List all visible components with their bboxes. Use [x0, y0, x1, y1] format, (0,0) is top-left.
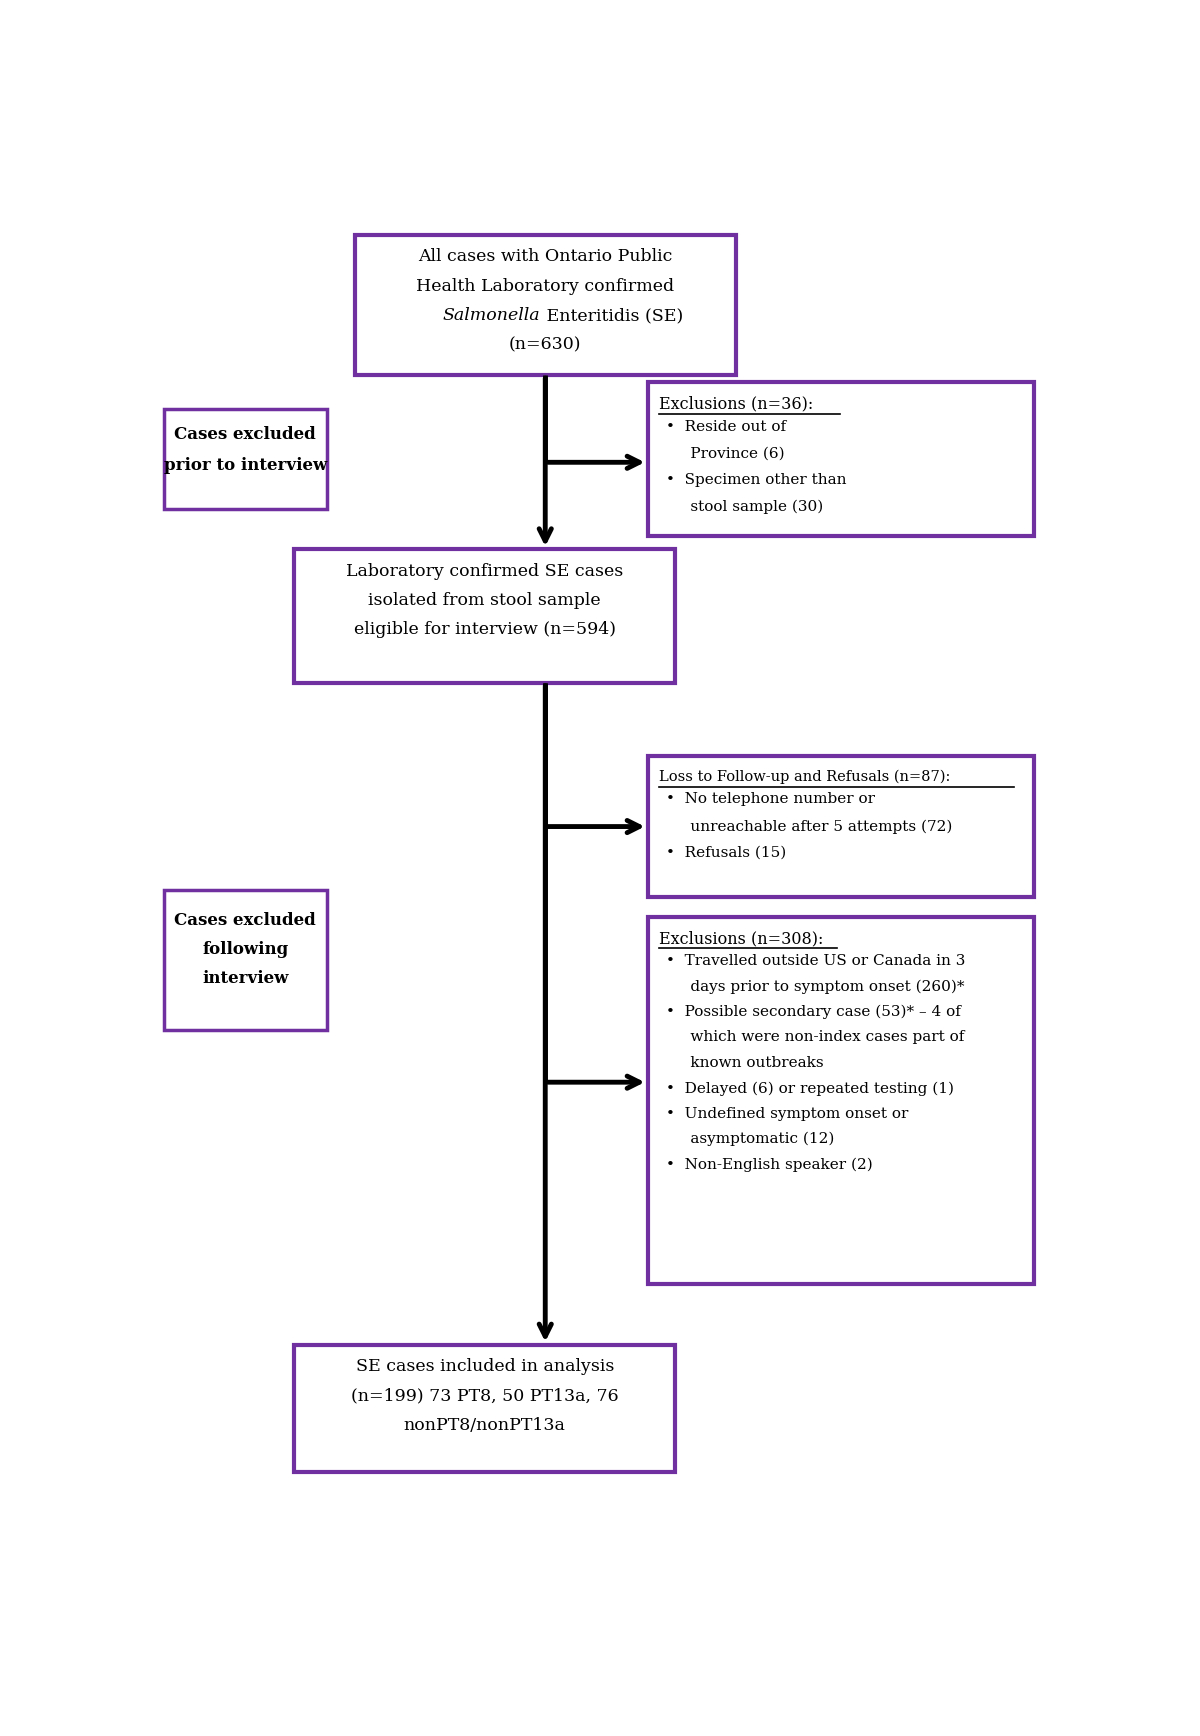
Text: (n=630): (n=630)	[509, 337, 582, 354]
Text: Cases excluded: Cases excluded	[174, 427, 317, 443]
Text: prior to interview: prior to interview	[163, 457, 326, 474]
Text: known outbreaks: known outbreaks	[666, 1055, 823, 1069]
FancyBboxPatch shape	[294, 1344, 676, 1472]
Text: Salmonella: Salmonella	[443, 307, 540, 325]
FancyBboxPatch shape	[648, 917, 1033, 1285]
Text: (n=199) 73 PT8, 50 PT13a, 76: (n=199) 73 PT8, 50 PT13a, 76	[350, 1387, 619, 1404]
Text: isolated from stool sample: isolated from stool sample	[368, 592, 601, 609]
Text: All cases with Ontario Public: All cases with Ontario Public	[418, 248, 672, 266]
Text: Laboratory confirmed SE cases: Laboratory confirmed SE cases	[346, 562, 624, 580]
Text: nonPT8/nonPT13a: nonPT8/nonPT13a	[404, 1417, 565, 1434]
Text: asymptomatic (12): asymptomatic (12)	[666, 1132, 834, 1146]
Text: •  Possible secondary case (53)* – 4 of: • Possible secondary case (53)* – 4 of	[666, 1005, 961, 1019]
Text: Enteritidis (SE): Enteritidis (SE)	[540, 307, 683, 325]
Text: •  Delayed (6) or repeated testing (1): • Delayed (6) or repeated testing (1)	[666, 1082, 954, 1095]
Text: •  Non-English speaker (2): • Non-English speaker (2)	[666, 1158, 872, 1172]
Text: •  Travelled outside US or Canada in 3: • Travelled outside US or Canada in 3	[666, 955, 966, 969]
FancyBboxPatch shape	[164, 408, 326, 509]
Text: Exclusions (n=308):: Exclusions (n=308):	[659, 930, 823, 948]
Text: Province (6): Province (6)	[666, 446, 785, 460]
Text: •  Refusals (15): • Refusals (15)	[666, 845, 786, 859]
Text: Loss to Follow-up and Refusals (n=87):: Loss to Follow-up and Refusals (n=87):	[659, 769, 950, 785]
Text: days prior to symptom onset (260)*: days prior to symptom onset (260)*	[666, 979, 965, 995]
Text: SE cases included in analysis: SE cases included in analysis	[355, 1358, 614, 1375]
FancyBboxPatch shape	[164, 891, 326, 1031]
Text: interview: interview	[202, 970, 288, 988]
FancyBboxPatch shape	[648, 757, 1033, 898]
Text: Cases excluded: Cases excluded	[174, 911, 317, 929]
Text: Exclusions (n=36):: Exclusions (n=36):	[659, 396, 812, 413]
Text: following: following	[202, 941, 288, 958]
Text: which were non-index cases part of: which were non-index cases part of	[666, 1031, 965, 1045]
Text: unreachable after 5 attempts (72): unreachable after 5 attempts (72)	[666, 819, 953, 833]
FancyBboxPatch shape	[294, 549, 676, 682]
Text: stool sample (30): stool sample (30)	[666, 500, 823, 514]
FancyBboxPatch shape	[648, 382, 1033, 536]
Text: •  Reside out of: • Reside out of	[666, 420, 786, 434]
Text: •  No telephone number or: • No telephone number or	[666, 792, 875, 807]
Text: eligible for interview (n=594): eligible for interview (n=594)	[354, 621, 616, 639]
Text: •  Undefined symptom onset or: • Undefined symptom onset or	[666, 1106, 908, 1121]
FancyBboxPatch shape	[355, 234, 736, 375]
Text: Health Laboratory confirmed: Health Laboratory confirmed	[416, 278, 674, 295]
Text: •  Specimen other than: • Specimen other than	[666, 472, 847, 488]
